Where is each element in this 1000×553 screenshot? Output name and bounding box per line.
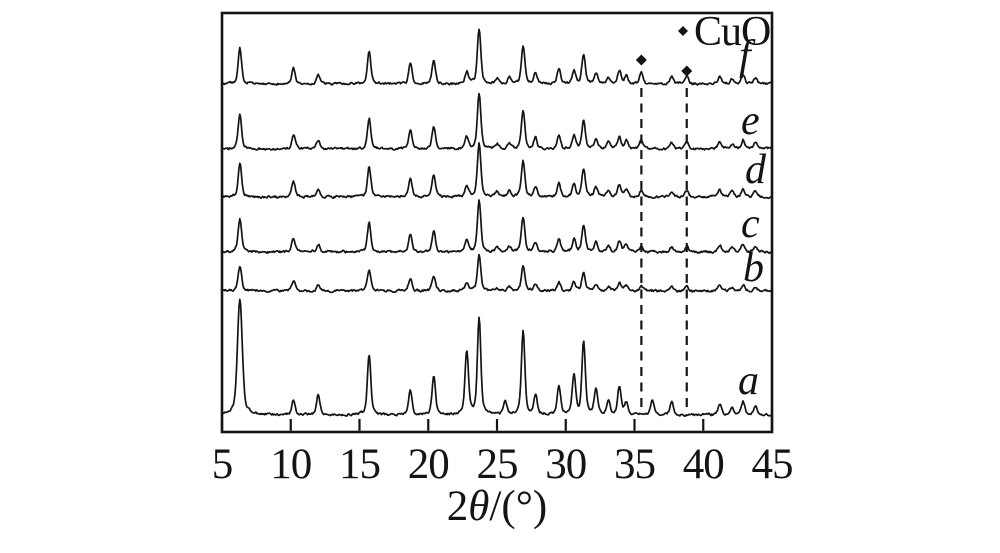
legend-diamond-icon — [678, 26, 688, 36]
x-tick-label-20: 20 — [408, 441, 449, 488]
x-axis-title: 2θ/(°) — [447, 483, 547, 530]
x-tick-label-15: 15 — [339, 441, 380, 488]
trace-d — [223, 142, 771, 200]
x-axis: 5 10 15 20 25 30 35 40 45 2θ/(°) — [212, 419, 794, 530]
legend: CuO — [678, 9, 771, 55]
trace-c — [223, 199, 771, 255]
trace-b — [223, 253, 771, 294]
trace-a — [223, 298, 771, 417]
trace-e — [223, 92, 771, 151]
trace-label-b: b — [743, 245, 764, 291]
trace-f — [223, 28, 771, 86]
trace-label-e: e — [741, 98, 760, 144]
x-tick-label-35: 35 — [614, 441, 655, 488]
plot-border — [220, 11, 774, 434]
cuo-marker-diamond-2 — [681, 65, 693, 77]
x-tick-label-5: 5 — [212, 441, 233, 488]
x-tick-label-10: 10 — [270, 441, 311, 488]
x-tick-label-30: 30 — [545, 441, 586, 488]
x-tick-label-45: 45 — [752, 441, 793, 488]
x-tick-label-40: 40 — [683, 441, 724, 488]
legend-label: CuO — [694, 9, 770, 55]
traces-group — [223, 28, 771, 417]
trace-label-c: c — [741, 201, 760, 247]
x-tick-label-25: 25 — [477, 441, 518, 488]
trace-label-a: a — [738, 358, 759, 404]
trace-label-d: d — [745, 147, 767, 193]
cuo-marker-diamond-1 — [635, 54, 647, 66]
